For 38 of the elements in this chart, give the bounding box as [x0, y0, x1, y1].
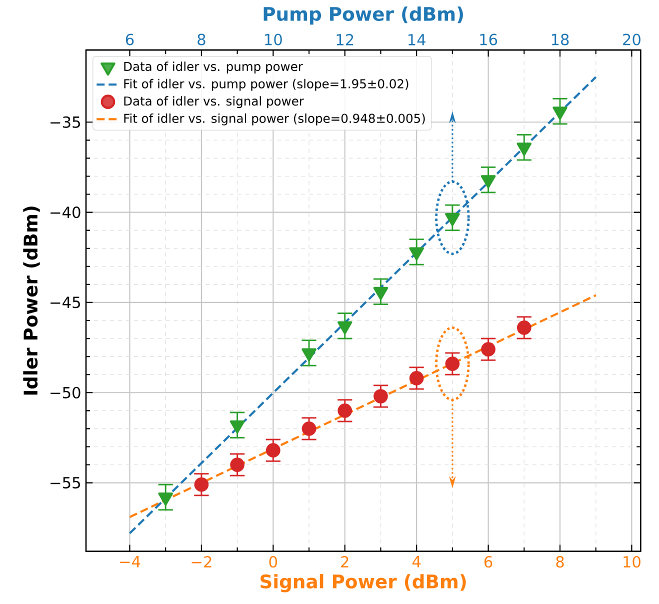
y-tick-label: −45	[50, 296, 80, 308]
x-tick-label: 2	[341, 556, 348, 568]
point	[516, 320, 532, 335]
x-tick-label: 4	[412, 556, 421, 568]
point	[302, 421, 316, 436]
point	[230, 457, 244, 472]
x-tick-label: 0	[269, 556, 278, 568]
x-tick-label: −2	[192, 556, 212, 568]
point	[374, 388, 388, 404]
point	[266, 443, 280, 458]
x-tick-label: 8	[556, 556, 564, 568]
x2-tick-label: 14	[408, 34, 426, 46]
x2-tick-label: 8	[198, 34, 206, 46]
y-tick-label: −40	[50, 206, 80, 218]
legend-label: Fit of idler vs. pump power (slope=1.95±0.02)	[124, 78, 408, 91]
point	[445, 356, 460, 371]
x2-tick-label: 10	[265, 34, 282, 46]
x-tick-label: 10	[624, 556, 640, 568]
y-tick-label: −55	[50, 476, 80, 488]
point	[481, 342, 496, 356]
x2-tick-label: 6	[126, 34, 134, 46]
x-tick-label: 6	[484, 556, 492, 568]
point	[409, 370, 424, 386]
x2-tick-label: 16	[480, 34, 498, 46]
point	[194, 477, 209, 492]
legend-label: Fit of idler vs. signal power (slope=0.948±0.005)	[124, 113, 425, 126]
x2-tick-label: 20	[623, 34, 640, 46]
y-axis-title: Idler Power (dBm)	[23, 206, 40, 394]
legend-label: Data of idler vs. signal power	[124, 96, 304, 108]
x-tick-label: −4	[120, 556, 140, 568]
y-tick-label: −35	[50, 116, 80, 128]
x2-tick-label: 12	[336, 34, 354, 46]
y-tick-label: −50	[50, 386, 80, 398]
x-axis-title: Signal Power (dBm)	[260, 574, 466, 592]
legend-label: Data of idler vs. pump power	[124, 61, 303, 74]
point	[338, 403, 352, 418]
x2-tick-label: 18	[552, 34, 569, 46]
x2-axis-title: Pump Power (dBm)	[264, 6, 463, 24]
